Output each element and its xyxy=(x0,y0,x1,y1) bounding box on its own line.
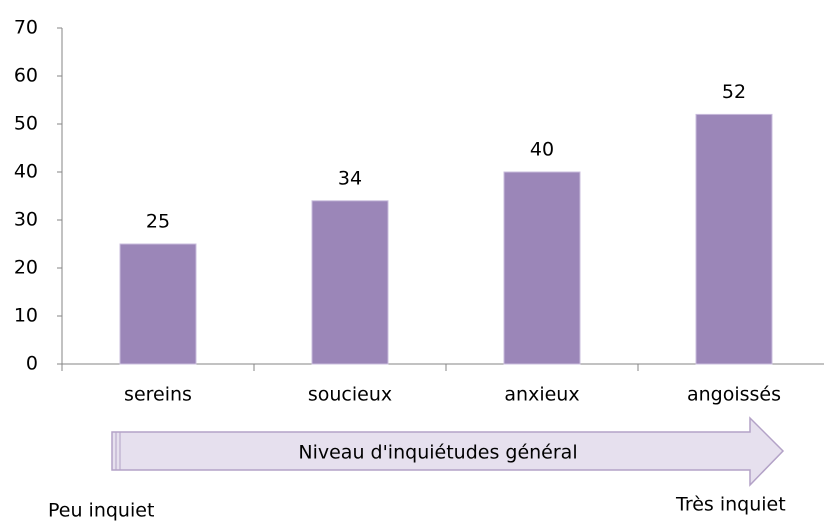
bar xyxy=(311,200,389,365)
arrow-label: Niveau d'inquiétudes général xyxy=(298,442,577,464)
y-tick-label: 70 xyxy=(14,17,38,39)
x-tick-label: angoissés xyxy=(687,384,781,406)
data-label: 40 xyxy=(530,139,554,161)
bar xyxy=(119,243,197,365)
level-arrow xyxy=(111,416,785,487)
x-tick-label: soucieux xyxy=(308,384,392,406)
low-label: Peu inquiet xyxy=(48,500,154,522)
y-tick-label: 60 xyxy=(14,65,38,87)
high-label: Très inquiet xyxy=(675,494,786,516)
y-tick-label: 10 xyxy=(14,305,38,327)
data-label: 25 xyxy=(146,211,170,233)
data-label: 52 xyxy=(722,81,746,103)
y-tick-label: 30 xyxy=(14,209,38,231)
y-tick-label: 50 xyxy=(14,113,38,135)
y-tick-label: 0 xyxy=(26,353,38,375)
data-label: 34 xyxy=(338,167,362,189)
x-tick-label: sereins xyxy=(124,384,192,406)
bar xyxy=(695,113,773,365)
x-tick-label: anxieux xyxy=(504,384,579,406)
y-tick-label: 20 xyxy=(14,257,38,279)
y-tick-label: 40 xyxy=(14,161,38,183)
bar xyxy=(503,171,581,365)
